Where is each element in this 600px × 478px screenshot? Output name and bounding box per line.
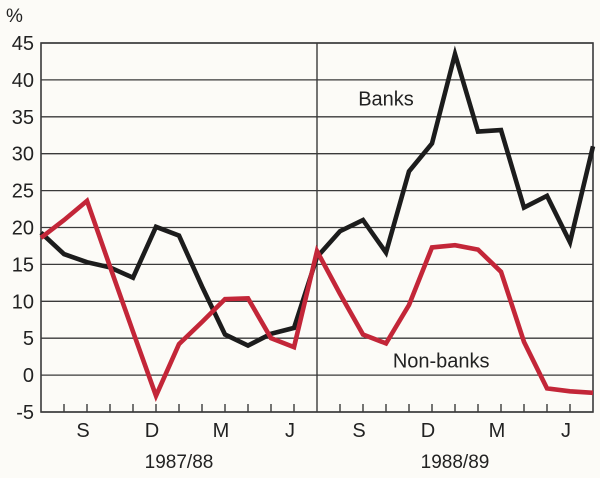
y-tick-label: 10	[12, 291, 34, 313]
x-tick-label: M	[489, 420, 506, 442]
non-banks-label: Non-banks	[393, 350, 490, 372]
plot-border	[40, 42, 594, 413]
x-tick-label: D	[145, 420, 159, 442]
y-tick-label: 0	[23, 365, 34, 387]
banks-label: Banks	[358, 88, 414, 110]
non-banks-line	[39, 197, 594, 402]
y-tick-label: 35	[12, 107, 34, 129]
year-label-1988-89: 1988/89	[421, 452, 490, 473]
x-tick-label: S	[352, 420, 365, 442]
year-label-1987-88: 1987/88	[145, 452, 214, 473]
x-tick-label: J	[561, 420, 571, 442]
y-tick-label: -5	[16, 402, 34, 424]
x-tick-label: D	[421, 420, 435, 442]
percent-symbol: %	[6, 6, 23, 27]
y-tick-label: 40	[12, 70, 34, 92]
y-tick-label: 20	[12, 218, 34, 240]
y-tick-label: 15	[12, 254, 34, 276]
y-tick-label: 25	[12, 181, 34, 203]
x-tick-label: S	[76, 420, 89, 442]
x-tick-label: M	[213, 420, 230, 442]
y-tick-label: 45	[12, 33, 34, 55]
y-tick-label: 30	[12, 144, 34, 166]
x-tick-label: J	[285, 420, 295, 442]
y-tick-label: 5	[23, 328, 34, 350]
